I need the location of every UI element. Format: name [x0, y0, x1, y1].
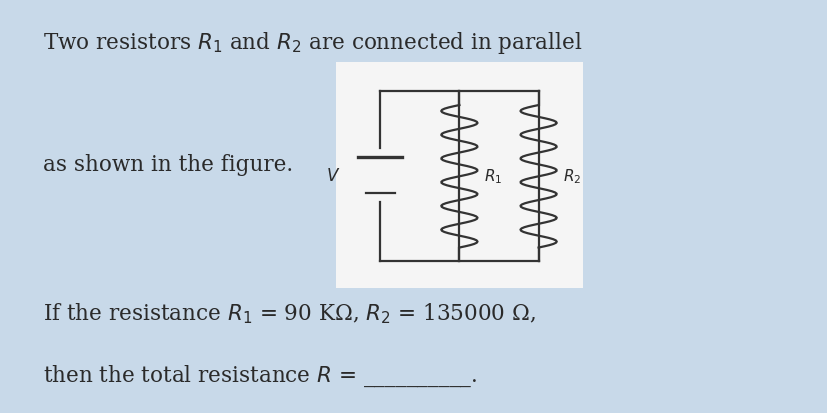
- Text: If the resistance $R_{1}$ = 90 KΩ, $R_{2}$ = 135000 Ω,: If the resistance $R_{1}$ = 90 KΩ, $R_{2…: [43, 301, 535, 325]
- FancyBboxPatch shape: [335, 63, 582, 289]
- Text: $R_1$: $R_1$: [484, 166, 502, 185]
- Text: $R_2$: $R_2$: [562, 166, 581, 185]
- Text: then the total resistance $R$ = __________.: then the total resistance $R$ = ________…: [43, 362, 476, 388]
- Text: Two resistors $R_1$ and $R_2$ are connected in parallel: Two resistors $R_1$ and $R_2$ are connec…: [43, 30, 581, 56]
- Text: $V$: $V$: [326, 167, 340, 184]
- Text: as shown in the figure.: as shown in the figure.: [43, 153, 293, 175]
